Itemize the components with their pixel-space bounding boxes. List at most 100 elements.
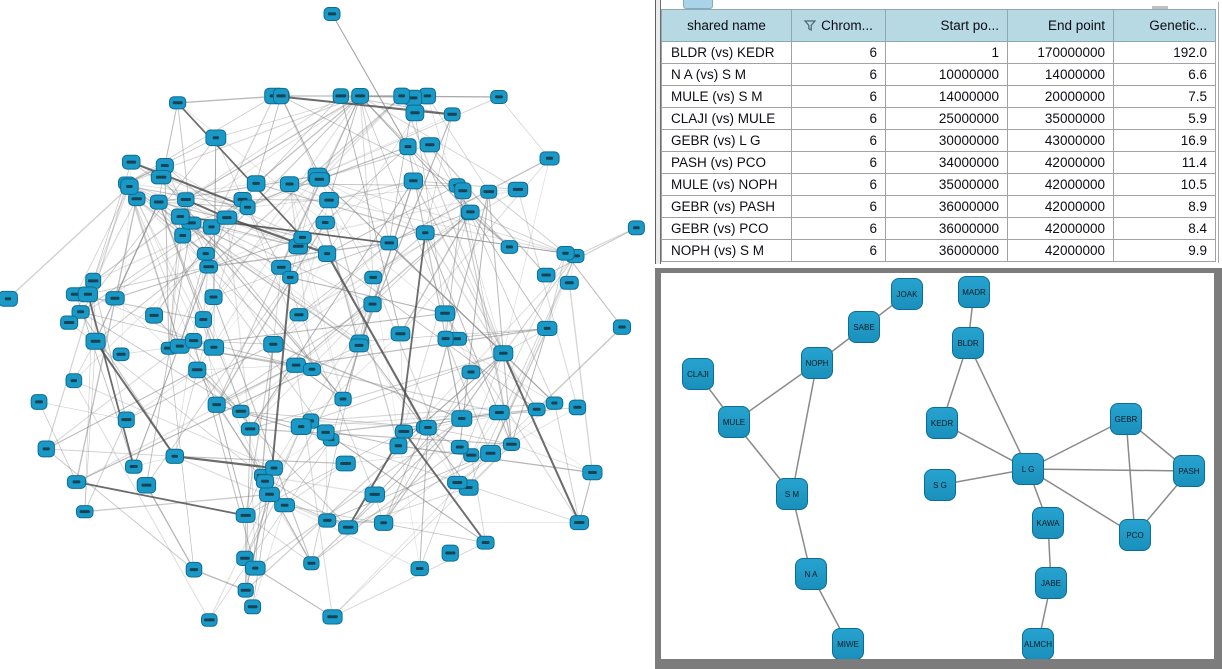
hairball-node[interactable] xyxy=(235,508,256,523)
hairball-node[interactable] xyxy=(37,440,55,458)
table-cell[interactable]: NOPH (vs) S M xyxy=(661,239,792,262)
hairball-node[interactable] xyxy=(527,402,546,417)
table-cell[interactable]: 192.0 xyxy=(1113,41,1216,64)
hairball-node[interactable] xyxy=(155,158,174,174)
table-cell[interactable]: 14000000 xyxy=(1007,63,1114,86)
hairball-node[interactable] xyxy=(364,270,383,285)
hairball-node[interactable] xyxy=(434,305,456,322)
table-cell[interactable]: GEBR (vs) PASH xyxy=(661,195,792,218)
table-cell[interactable]: 11.4 xyxy=(1113,151,1216,174)
network-node-l-g[interactable]: L G xyxy=(1012,453,1044,485)
table-cell[interactable]: 25000000 xyxy=(885,107,1008,130)
hairball-node[interactable] xyxy=(202,219,221,235)
hairball-node[interactable] xyxy=(237,582,254,598)
hairball-node[interactable] xyxy=(216,210,238,225)
hairball-node[interactable] xyxy=(394,424,413,439)
table-cell[interactable]: 6 xyxy=(791,107,886,130)
hairball-node[interactable] xyxy=(364,486,385,503)
hairball-node[interactable] xyxy=(476,535,495,550)
hairball-node[interactable] xyxy=(85,272,102,290)
table-cell[interactable]: 36000000 xyxy=(885,217,1008,240)
hairball-node[interactable] xyxy=(77,286,99,303)
column-header-chromosome[interactable]: Chrom... xyxy=(791,9,886,42)
table-row[interactable]: GEBR (vs) L G 6 30000000 43000000 16.9 xyxy=(661,129,1216,152)
hairball-node[interactable] xyxy=(315,215,335,230)
table-cell[interactable]: MULE (vs) NOPH xyxy=(661,173,792,196)
hairball-node[interactable] xyxy=(244,560,266,576)
hairball-node[interactable] xyxy=(201,613,218,627)
hairball-node[interactable] xyxy=(569,515,590,531)
table-cell[interactable]: 42000000 xyxy=(1007,195,1114,218)
hairball-node[interactable] xyxy=(265,460,283,476)
table-row[interactable]: MULE (vs) NOPH 6 35000000 42000000 10.5 xyxy=(661,173,1216,196)
table-row[interactable]: CLAJI (vs) MULE 6 25000000 35000000 5.9 xyxy=(661,107,1216,130)
table-cell[interactable]: 5.9 xyxy=(1113,107,1216,130)
hairball-node[interactable] xyxy=(289,308,309,322)
hairball-node[interactable] xyxy=(30,394,48,410)
network-node-s-m[interactable]: S M xyxy=(776,478,808,510)
hairball-node[interactable] xyxy=(612,319,632,335)
network-edge[interactable] xyxy=(967,342,1029,470)
hairball-node[interactable] xyxy=(244,599,262,615)
table-cell[interactable]: GEBR (vs) PCO xyxy=(661,217,792,240)
table-cell[interactable]: 10.5 xyxy=(1113,173,1216,196)
table-cell[interactable]: N A (vs) S M xyxy=(661,63,792,86)
hairball-node[interactable] xyxy=(302,362,322,376)
table-cell[interactable]: 10000000 xyxy=(885,63,1008,86)
hairball-node[interactable] xyxy=(205,129,227,147)
table-cell[interactable]: 34000000 xyxy=(885,151,1008,174)
hairball-node[interactable] xyxy=(502,437,521,452)
hairball-node[interactable] xyxy=(185,333,203,349)
hairball-node[interactable] xyxy=(105,291,125,306)
hairball-node[interactable] xyxy=(136,477,157,494)
hairball-node[interactable] xyxy=(273,87,290,105)
network-node-s-g[interactable]: S G xyxy=(924,469,956,501)
table-cell[interactable]: 35000000 xyxy=(885,173,1008,196)
hairball-node[interactable] xyxy=(537,320,558,336)
hairball-node[interactable] xyxy=(169,96,187,110)
table-row[interactable]: GEBR (vs) PCO 6 36000000 42000000 8.4 xyxy=(661,217,1216,240)
hairball-node[interactable] xyxy=(488,404,510,421)
hairball-node[interactable] xyxy=(419,419,437,436)
hairball-node[interactable] xyxy=(174,227,192,244)
table-cell[interactable]: GEBR (vs) L G xyxy=(661,129,792,152)
hairball-node[interactable] xyxy=(349,338,369,353)
hairball-node[interactable] xyxy=(450,439,469,455)
hairball-node[interactable] xyxy=(112,347,130,362)
hairball-node[interactable] xyxy=(493,345,514,362)
hairball-node[interactable] xyxy=(443,107,461,122)
table-row[interactable]: BLDR (vs) KEDR 6 1 170000000 192.0 xyxy=(661,41,1216,64)
hairball-node[interactable] xyxy=(125,459,143,474)
hairball-node[interactable] xyxy=(338,520,359,535)
hairball-node[interactable] xyxy=(286,357,307,373)
network-edge[interactable] xyxy=(791,362,818,495)
hairball-node[interactable] xyxy=(117,411,135,428)
network-edge[interactable] xyxy=(1027,468,1136,536)
hairball-node[interactable] xyxy=(196,247,215,261)
network-node-pco[interactable]: PCO xyxy=(1119,519,1151,551)
table-cell[interactable]: 6 xyxy=(791,63,886,86)
hairball-node[interactable] xyxy=(303,556,320,571)
hairball-node[interactable] xyxy=(419,137,441,153)
hairball-node[interactable] xyxy=(65,373,83,389)
table-cell[interactable]: 42000000 xyxy=(1007,173,1114,196)
hairball-node[interactable] xyxy=(203,339,225,356)
filter-icon[interactable] xyxy=(803,19,817,34)
table-row[interactable]: GEBR (vs) PASH 6 36000000 42000000 8.9 xyxy=(661,195,1216,218)
hairball-node[interactable] xyxy=(169,338,190,354)
hairball-node[interactable] xyxy=(461,204,480,220)
table-cell[interactable]: 42000000 xyxy=(1007,239,1114,262)
network-node-miwe[interactable]: MIWE xyxy=(832,628,864,659)
hairball-node[interactable] xyxy=(263,336,284,353)
hairball-node[interactable] xyxy=(334,391,352,407)
hairball-node[interactable] xyxy=(318,513,337,528)
network-edge[interactable] xyxy=(1027,468,1190,472)
hairball-node[interactable] xyxy=(318,245,337,262)
hairball-node[interactable] xyxy=(316,424,335,441)
network-node-sabe[interactable]: SABE xyxy=(848,311,880,343)
table-cell[interactable]: 9.9 xyxy=(1113,239,1216,262)
table-row[interactable]: N A (vs) S M 6 10000000 14000000 6.6 xyxy=(661,63,1216,86)
table-cell[interactable]: 43000000 xyxy=(1007,129,1114,152)
hairball-node[interactable] xyxy=(351,88,370,104)
table-cell[interactable]: 20000000 xyxy=(1007,85,1114,108)
